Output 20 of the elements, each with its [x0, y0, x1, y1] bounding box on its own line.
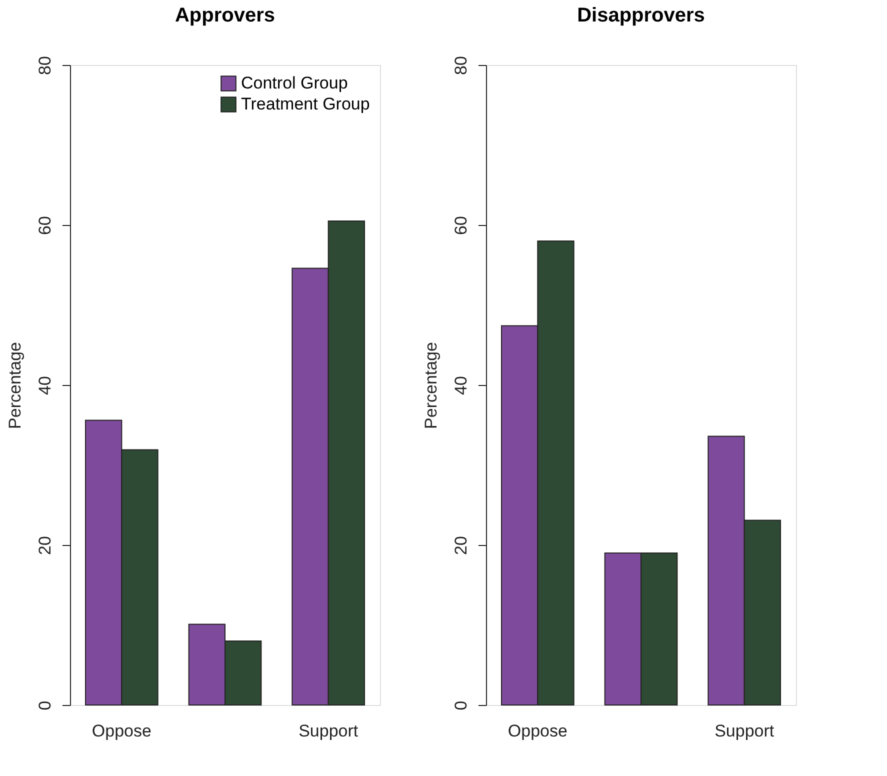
y-tick-label: 60 — [452, 216, 470, 235]
y-tick-label: 80 — [452, 56, 470, 75]
chart-title: Approvers — [174, 4, 276, 27]
y-tick-label: 20 — [36, 536, 54, 555]
x-tick-label: Support — [714, 722, 774, 740]
legend-label: Control Group — [241, 74, 348, 92]
y-tick-label: 0 — [452, 700, 470, 710]
chart-title: Disapprovers — [577, 4, 705, 27]
y-tick-label: 40 — [452, 376, 470, 395]
legend-label: Treatment Group — [241, 94, 370, 114]
y-tick-label: 80 — [36, 56, 54, 75]
y-tick-label: 60 — [36, 216, 54, 235]
y-axis-title: Percentage — [6, 342, 24, 429]
y-axis-title: Percentage — [422, 342, 440, 429]
y-tick-label: 0 — [36, 700, 54, 710]
x-tick-label: Oppose — [92, 722, 152, 740]
x-tick-label: Support — [298, 722, 358, 740]
y-tick-label: 40 — [36, 376, 54, 395]
x-tick-label: Oppose — [508, 722, 568, 740]
y-tick-label: 20 — [452, 536, 470, 555]
